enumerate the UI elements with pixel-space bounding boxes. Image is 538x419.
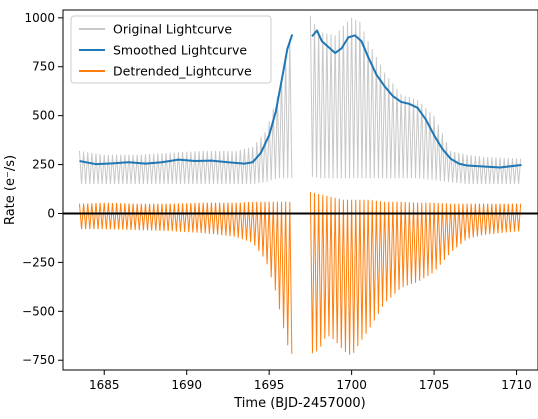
y-tick-label: 0 bbox=[47, 206, 55, 220]
y-tick-label: −250 bbox=[22, 255, 55, 269]
series-0-segment-0 bbox=[78, 38, 293, 185]
x-tick-label: 1695 bbox=[254, 378, 285, 392]
y-tick-label: 750 bbox=[32, 60, 55, 74]
x-axis-label: Time (BJD-2457000) bbox=[233, 396, 365, 411]
series-layer bbox=[78, 15, 522, 355]
series-2-segment-1 bbox=[309, 191, 522, 355]
series-1-segment-0 bbox=[79, 34, 294, 166]
y-tick-label: 500 bbox=[32, 109, 55, 123]
x-axis: 1685 1690 1695 1700 1705 1710 bbox=[89, 370, 532, 392]
series-2-segment-0 bbox=[78, 201, 293, 354]
x-tick-label: 1700 bbox=[336, 378, 367, 392]
plot-frame bbox=[62, 9, 538, 371]
y-axis-label: Rate (e⁻/s) bbox=[3, 155, 18, 225]
x-tick-label: 1685 bbox=[89, 378, 120, 392]
y-tick-label: −750 bbox=[22, 353, 55, 367]
y-tick-label: −500 bbox=[22, 304, 55, 318]
legend-box bbox=[70, 15, 272, 84]
legend-label: Original Lightcurve bbox=[113, 22, 232, 37]
legend-label: Detrended_Lightcurve bbox=[113, 64, 252, 79]
x-tick-label: 1710 bbox=[501, 378, 532, 392]
legend-label: Smoothed Lightcurve bbox=[113, 43, 247, 58]
y-tick-label: 1000 bbox=[24, 11, 55, 25]
series-0-segment-1 bbox=[309, 15, 522, 185]
x-tick-label: 1705 bbox=[419, 378, 450, 392]
x-tick-label: 1690 bbox=[171, 378, 202, 392]
series-1-segment-1 bbox=[311, 29, 522, 169]
y-tick-label: 250 bbox=[32, 158, 55, 172]
y-axis: −750 −500 −250 0 250 500 750 1000 bbox=[22, 11, 63, 367]
legend: Original Lightcurve Smoothed Lightcurve De… bbox=[70, 15, 272, 84]
